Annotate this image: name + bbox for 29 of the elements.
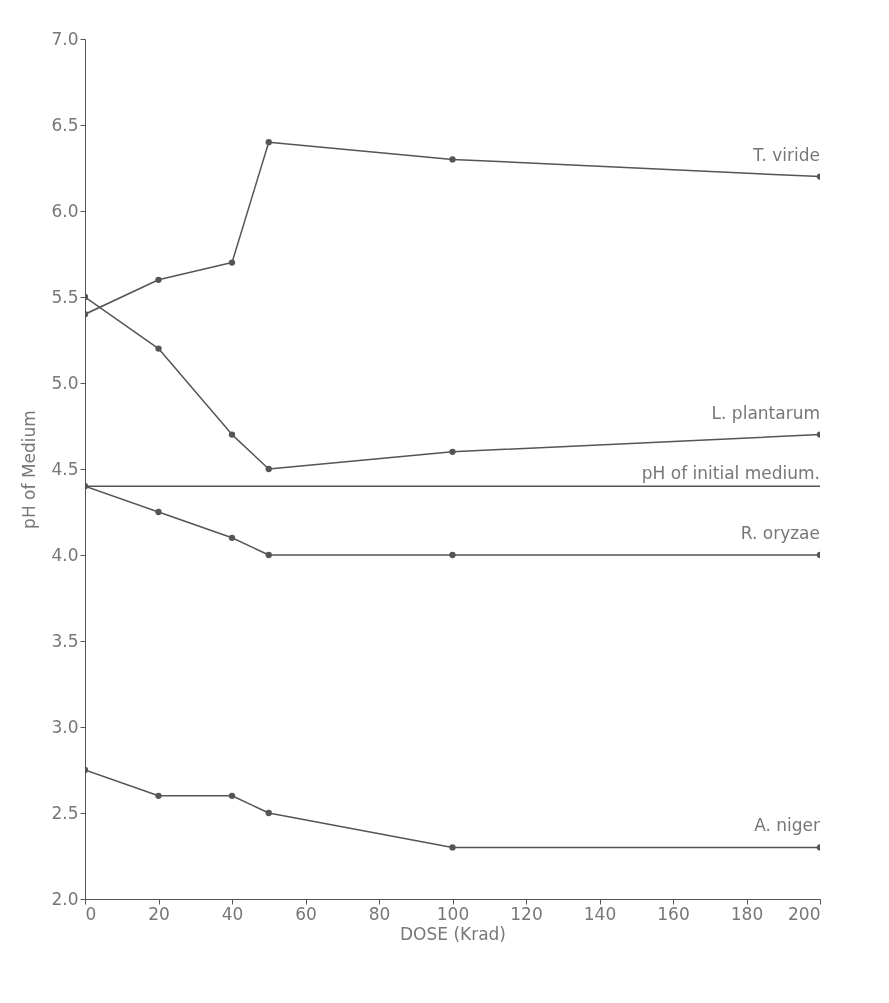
y-axis-title: pH of Medium [19,410,40,529]
y-tick-label: 4.0 [51,544,79,565]
x-tick-label: 200 [788,903,821,924]
x-tick-label: 180 [730,903,764,924]
y-tick-label: 3.5 [51,630,79,651]
x-tick-label: 40 [221,903,244,924]
x-tick-label: 80 [368,903,391,924]
x-axis-title: DOSE (Krad) [399,923,507,944]
x-tick-label: 120 [510,903,543,924]
x-tick-label: 0 [85,903,97,924]
y-tick-label: 6.0 [51,200,79,221]
series-label: R. oryzae [740,523,820,543]
x-tick-label: 20 [148,903,170,924]
y-tick-label: 6.5 [51,114,79,135]
y-tick-label: 7.0 [51,28,79,49]
x-tick-label: 60 [295,903,317,924]
y-tick-label: 5.0 [51,372,79,393]
series-label: T. viride [752,144,820,165]
y-tick-label: 2.5 [51,802,79,823]
series-label: L. plantarum [711,402,820,423]
y-tick-label: 3.0 [51,716,79,737]
x-tick-label: 100 [436,903,470,924]
y-tick-label: 2.0 [51,888,79,909]
y-tick-label: 4.5 [51,458,79,479]
x-tick-label: 160 [657,903,690,924]
x-tick-label: 140 [583,903,617,924]
y-tick-label: 5.5 [51,286,79,307]
ref-line-label: pH of initial medium. [641,463,820,484]
series-label: A. niger [754,815,821,836]
